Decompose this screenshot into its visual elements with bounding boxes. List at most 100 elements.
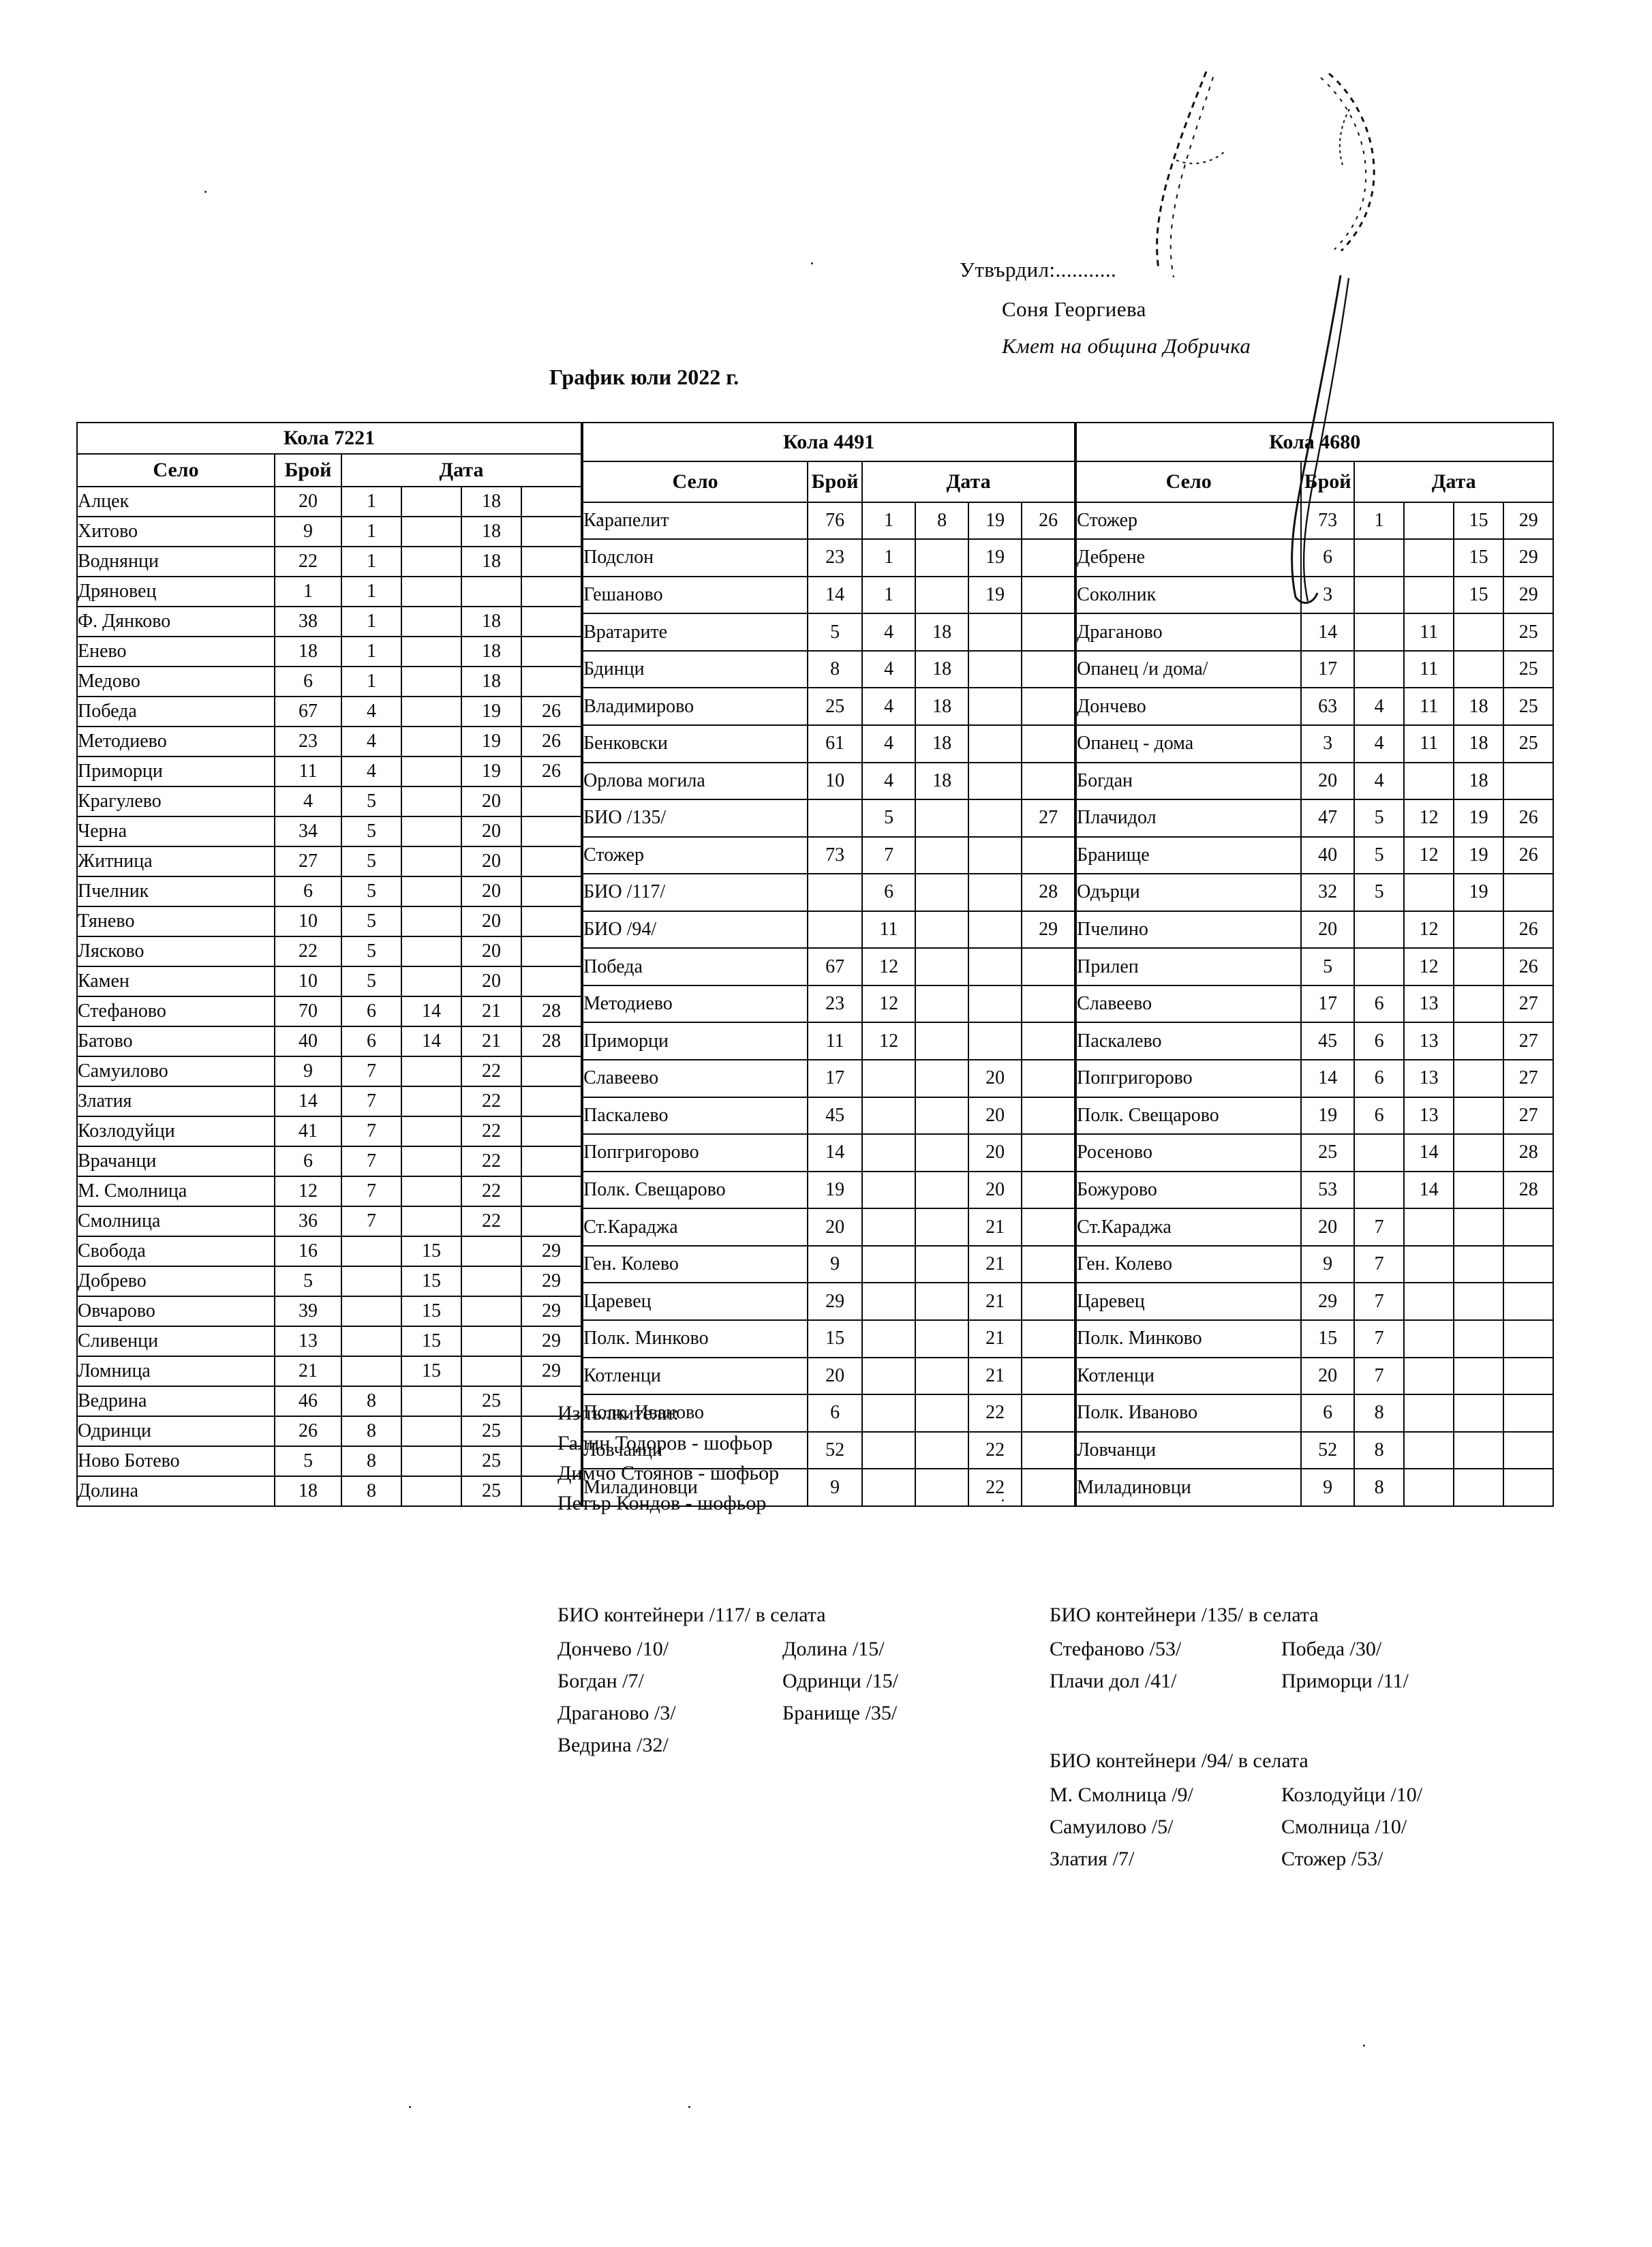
cell-date — [968, 1022, 1023, 1061]
cell-date: 5 — [341, 816, 402, 847]
bio-containers-117: БИО контейнери /117/ в селата Дончево /1… — [557, 1599, 898, 1761]
cell-date: 15 — [1453, 538, 1505, 577]
table-row: Воднянци 22 1 18 — [76, 546, 583, 577]
cell-count: 1 — [274, 576, 342, 607]
cell-date: 20 — [461, 936, 522, 967]
cell-date: 26 — [1503, 947, 1555, 986]
cell-date: 12 — [861, 947, 917, 986]
cell-village: Алцек — [76, 486, 275, 517]
cell-date — [461, 1356, 522, 1387]
cell-date — [401, 576, 462, 607]
cell-count: 38 — [274, 606, 342, 637]
cell-village: Пчелино — [1075, 910, 1302, 949]
cell-date: 5 — [341, 906, 402, 937]
cell-date: 18 — [461, 636, 522, 667]
scan-speck — [204, 191, 206, 193]
cell-date: 4 — [1353, 761, 1405, 801]
cell-date: 18 — [1453, 761, 1505, 801]
cell-village: Хитово — [76, 516, 275, 547]
cell-village: Победа — [582, 947, 809, 986]
cell-date — [401, 1146, 462, 1177]
table-row: Дончево 63 4 11 18 25 — [1075, 687, 1555, 726]
cell-date — [968, 984, 1023, 1024]
header-date: Дата — [340, 453, 583, 487]
cell-date: 25 — [1503, 724, 1555, 763]
cell-date — [401, 876, 462, 907]
cell-date: 11 — [1403, 613, 1455, 652]
cell-date — [401, 666, 462, 697]
cell-date: 27 — [1503, 1022, 1555, 1061]
table-row: Стожер 73 7 — [582, 836, 1076, 875]
cell-village: Добрево — [76, 1266, 275, 1297]
cell-date — [915, 538, 970, 577]
cell-date: 19 — [461, 696, 522, 727]
table-row: Ломница 21 15 29 — [76, 1356, 583, 1387]
cell-count: 20 — [1300, 1356, 1356, 1396]
bio-entry: Богдан /7/ — [557, 1670, 644, 1692]
cell-village: Ген. Колево — [582, 1244, 809, 1284]
cell-count: 14 — [807, 575, 863, 615]
cell-date — [1021, 984, 1076, 1024]
cell-village: Полк. Иваново — [582, 1394, 809, 1433]
cell-village: Опанец /и дома/ — [1075, 649, 1302, 689]
cell-village: Прилеп — [1075, 947, 1302, 986]
cell-count: 67 — [807, 947, 863, 986]
cell-date: 13 — [1403, 1059, 1455, 1098]
table-caption-row: Кола 4491 — [582, 421, 1076, 463]
table-header-row: Село Брой Дата — [1075, 461, 1555, 503]
cell-date: 8 — [341, 1476, 402, 1507]
table-row: БИО /117/6 28 — [582, 873, 1076, 912]
cell-date: 18 — [461, 486, 522, 517]
cell-count: 39 — [274, 1296, 342, 1327]
cell-village: Попгригорово — [582, 1133, 809, 1172]
cell-count: 17 — [1300, 984, 1356, 1024]
cell-date: 6 — [341, 996, 402, 1027]
cell-date — [968, 724, 1023, 763]
cell-date — [915, 1244, 970, 1284]
table-row: Ст.Караджа 20 7 — [1075, 1208, 1555, 1247]
cell-date — [861, 1394, 917, 1433]
bio-entry: Долина /15/ — [782, 1638, 885, 1660]
cell-date — [520, 576, 583, 607]
bio-row: Стефаново /53/Победа /30/ — [1050, 1633, 1409, 1665]
cell-date — [401, 1116, 462, 1147]
cell-village: Лясково — [76, 936, 275, 967]
cell-date: 7 — [341, 1116, 402, 1147]
cell-date: 1 — [341, 576, 402, 607]
table-row: Ловчанци 52 22 — [582, 1431, 1076, 1470]
cell-village: Ново Ботево — [76, 1446, 275, 1477]
cell-village: Котленци — [582, 1356, 809, 1396]
table-header-row: Село Брой Дата — [76, 453, 583, 487]
table-row: Котленци 20 21 — [582, 1356, 1076, 1396]
cell-date — [915, 1022, 970, 1061]
cell-date: 21 — [968, 1244, 1023, 1284]
cell-date: 25 — [1503, 613, 1555, 652]
table-row: Славеево 17 20 — [582, 1059, 1076, 1098]
cell-date: 28 — [1021, 873, 1076, 912]
cell-date: 5 — [1353, 799, 1405, 838]
bio-entry: Одринци /15/ — [782, 1670, 898, 1692]
table-2-body: Кола 4491 Село Брой Дата Карапелит 76 1 8 19 26 По… — [582, 421, 1076, 1507]
cell-date — [968, 910, 1023, 949]
cell-village: Камен — [76, 966, 275, 997]
cell-date: 29 — [1503, 538, 1555, 577]
cell-date — [861, 1282, 917, 1321]
cell-village: Славеево — [1075, 984, 1302, 1024]
cell-date — [1453, 649, 1505, 689]
cell-date: 7 — [341, 1206, 402, 1237]
cell-date: 6 — [861, 873, 917, 912]
cell-date — [1403, 1244, 1455, 1284]
cell-village: Смолница — [76, 1206, 275, 1237]
cell-village: Полк. Минково — [582, 1319, 809, 1358]
cell-village: Козлодуйци — [76, 1116, 275, 1147]
cell-date — [1021, 1356, 1076, 1396]
cell-date: 1 — [341, 606, 402, 637]
table-row: Соколник 3 15 29 — [1075, 575, 1555, 615]
approval-label: Утвърдил:........... — [960, 258, 1117, 281]
table-row: Паскалево 45 20 — [582, 1096, 1076, 1135]
table-row: Победа 67 12 — [582, 947, 1076, 986]
cell-date — [915, 1059, 970, 1098]
scan-speck — [409, 2106, 411, 2108]
table-row: Одърци 32 5 19 — [1075, 873, 1555, 912]
